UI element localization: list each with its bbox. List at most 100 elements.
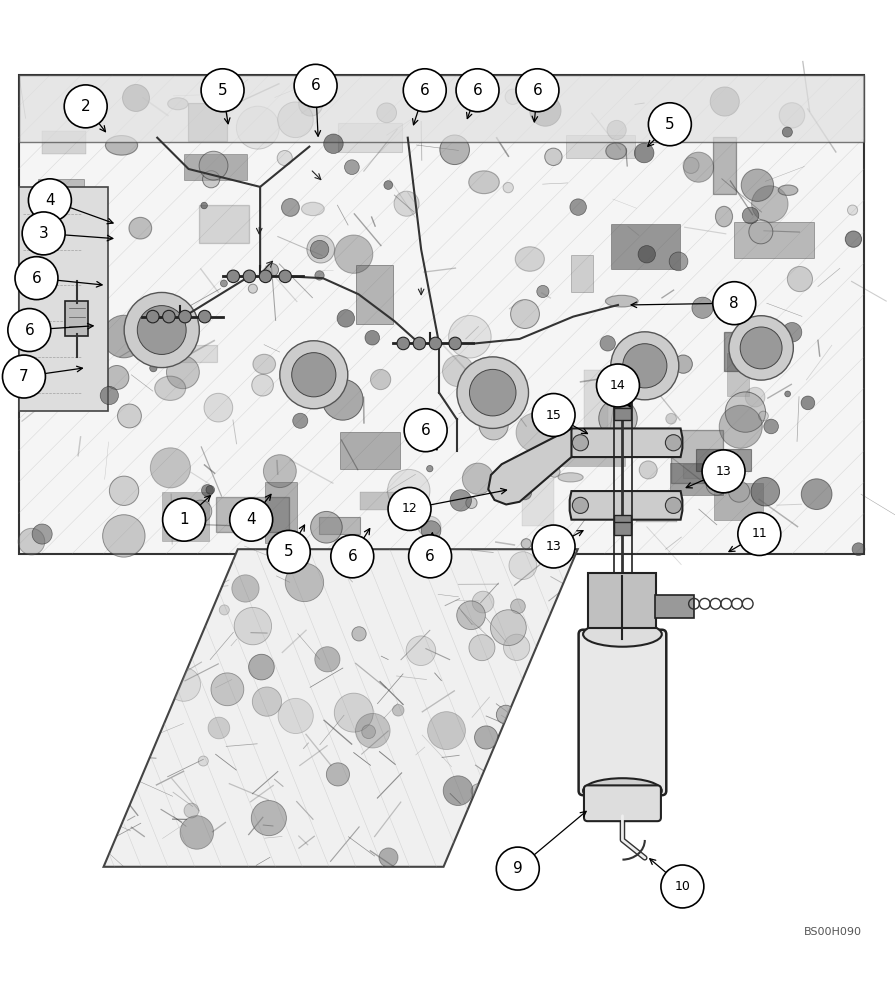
- Circle shape: [669, 252, 688, 271]
- Circle shape: [253, 687, 281, 716]
- Circle shape: [252, 374, 273, 396]
- Circle shape: [406, 636, 435, 666]
- Text: 15: 15: [546, 409, 562, 422]
- Circle shape: [530, 95, 561, 126]
- FancyBboxPatch shape: [584, 370, 607, 431]
- Circle shape: [666, 435, 682, 451]
- Circle shape: [466, 497, 477, 508]
- Circle shape: [3, 355, 46, 398]
- Circle shape: [511, 599, 525, 614]
- Circle shape: [537, 285, 549, 298]
- Circle shape: [532, 394, 575, 436]
- Circle shape: [117, 404, 142, 428]
- Circle shape: [365, 330, 380, 345]
- Circle shape: [509, 552, 537, 579]
- Ellipse shape: [474, 359, 507, 380]
- Ellipse shape: [45, 257, 68, 283]
- Circle shape: [206, 486, 214, 494]
- Circle shape: [220, 280, 228, 287]
- FancyBboxPatch shape: [695, 449, 752, 471]
- Circle shape: [103, 315, 145, 358]
- Circle shape: [136, 589, 151, 605]
- Circle shape: [518, 486, 531, 500]
- Text: 2: 2: [81, 99, 90, 114]
- Circle shape: [456, 69, 499, 112]
- Circle shape: [611, 332, 679, 400]
- FancyBboxPatch shape: [153, 345, 217, 362]
- Circle shape: [751, 477, 780, 506]
- Circle shape: [471, 784, 486, 798]
- Text: 4: 4: [45, 193, 55, 208]
- FancyBboxPatch shape: [584, 785, 661, 821]
- Circle shape: [201, 69, 244, 112]
- FancyBboxPatch shape: [19, 187, 108, 411]
- Circle shape: [29, 179, 72, 222]
- Circle shape: [32, 524, 52, 544]
- Circle shape: [147, 310, 159, 323]
- Circle shape: [22, 212, 65, 255]
- Circle shape: [277, 150, 292, 166]
- FancyBboxPatch shape: [162, 492, 209, 541]
- Circle shape: [440, 135, 470, 165]
- FancyBboxPatch shape: [521, 478, 554, 526]
- Circle shape: [634, 143, 654, 163]
- Circle shape: [490, 610, 526, 646]
- Circle shape: [683, 157, 699, 173]
- Circle shape: [162, 310, 175, 323]
- Circle shape: [356, 713, 390, 748]
- Circle shape: [278, 698, 314, 734]
- Text: 4: 4: [246, 512, 256, 527]
- Circle shape: [314, 271, 324, 280]
- Text: 14: 14: [610, 379, 625, 392]
- Circle shape: [310, 240, 329, 259]
- Circle shape: [573, 497, 589, 513]
- Circle shape: [150, 364, 157, 372]
- Text: 3: 3: [39, 226, 48, 241]
- Circle shape: [314, 647, 340, 672]
- FancyBboxPatch shape: [19, 75, 864, 554]
- Circle shape: [674, 355, 693, 373]
- Circle shape: [180, 816, 213, 849]
- Ellipse shape: [301, 202, 324, 216]
- Text: 8: 8: [729, 296, 739, 311]
- Circle shape: [30, 190, 56, 217]
- Circle shape: [470, 369, 516, 416]
- Ellipse shape: [253, 354, 276, 374]
- Text: 11: 11: [752, 527, 767, 540]
- FancyBboxPatch shape: [670, 463, 722, 495]
- Circle shape: [505, 89, 521, 104]
- Circle shape: [599, 399, 637, 438]
- Circle shape: [105, 366, 129, 390]
- Circle shape: [745, 387, 765, 407]
- Circle shape: [607, 120, 626, 140]
- Circle shape: [427, 712, 465, 750]
- FancyBboxPatch shape: [356, 265, 393, 324]
- Circle shape: [15, 257, 58, 300]
- Circle shape: [162, 498, 205, 541]
- Circle shape: [532, 525, 575, 568]
- FancyBboxPatch shape: [572, 255, 593, 292]
- FancyBboxPatch shape: [714, 483, 763, 520]
- Circle shape: [631, 362, 648, 379]
- Circle shape: [649, 103, 692, 146]
- Circle shape: [469, 635, 495, 661]
- Circle shape: [307, 235, 334, 263]
- Circle shape: [848, 205, 857, 215]
- Circle shape: [109, 476, 139, 505]
- Ellipse shape: [515, 247, 545, 271]
- Circle shape: [719, 405, 762, 448]
- Circle shape: [684, 152, 713, 182]
- Circle shape: [623, 344, 667, 388]
- Circle shape: [259, 270, 271, 283]
- Circle shape: [211, 673, 244, 706]
- FancyBboxPatch shape: [728, 353, 749, 396]
- Text: 5: 5: [665, 117, 675, 132]
- Ellipse shape: [716, 206, 733, 227]
- Ellipse shape: [106, 136, 138, 155]
- Circle shape: [549, 466, 560, 477]
- Circle shape: [573, 435, 589, 451]
- Circle shape: [737, 513, 780, 555]
- FancyBboxPatch shape: [636, 505, 676, 522]
- Circle shape: [61, 253, 92, 284]
- Circle shape: [352, 627, 366, 641]
